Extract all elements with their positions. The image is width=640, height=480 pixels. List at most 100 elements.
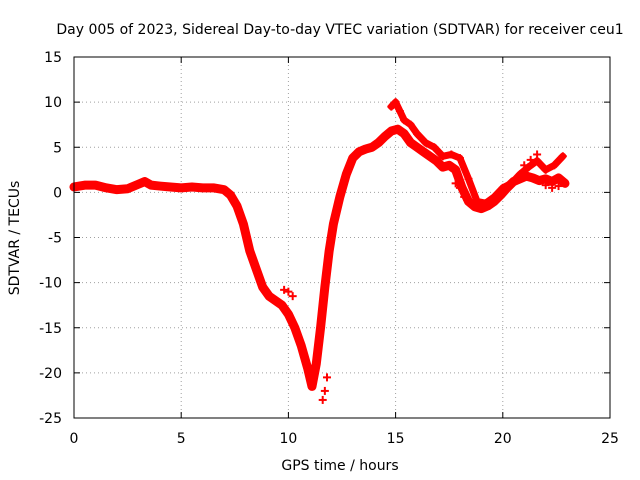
data-point — [284, 287, 293, 296]
y-tick-label: -20 — [39, 366, 62, 382]
data-point — [421, 138, 430, 147]
grid-layer — [74, 57, 610, 418]
data-point — [406, 120, 415, 129]
data-point — [477, 204, 486, 213]
data-point — [123, 184, 132, 193]
data-point — [455, 154, 464, 163]
y-tick-label: -25 — [39, 411, 62, 427]
data-point — [325, 247, 334, 256]
data-point — [277, 301, 286, 310]
data-point — [464, 197, 473, 206]
data-point — [535, 176, 544, 185]
data-point — [265, 292, 274, 301]
series-trace — [69, 124, 570, 391]
data-point — [387, 127, 396, 136]
data-point — [239, 219, 248, 228]
data-point — [303, 364, 312, 373]
data-point — [548, 183, 557, 192]
data-point — [554, 182, 563, 191]
data-point — [177, 183, 186, 192]
data-point — [329, 219, 338, 228]
data-point — [226, 191, 235, 200]
data-point — [280, 285, 289, 294]
data-point — [451, 165, 460, 174]
data-point — [395, 107, 404, 116]
data-point — [447, 150, 456, 159]
y-axis-label: SDTVAR / TECUs — [7, 181, 23, 296]
data-point — [438, 152, 447, 161]
x-tick-label: 25 — [601, 431, 619, 447]
data-point — [284, 310, 293, 319]
y-tick-label: 0 — [53, 185, 62, 201]
data-point — [406, 138, 415, 147]
data-point — [342, 170, 351, 179]
data-point — [554, 173, 563, 182]
data-point — [348, 154, 357, 163]
data-point — [432, 156, 441, 165]
data-point — [528, 173, 537, 182]
data-point — [112, 185, 121, 194]
data-point — [507, 179, 516, 188]
y-tick-label: -5 — [48, 231, 62, 247]
data-point — [473, 197, 482, 206]
data-point — [425, 152, 434, 161]
data-point — [316, 323, 325, 332]
data-point — [140, 177, 149, 186]
data-point — [312, 359, 321, 368]
data-point — [391, 98, 400, 107]
data-point — [515, 170, 524, 179]
data-point — [541, 165, 550, 174]
data-point — [490, 192, 499, 201]
data-point — [288, 292, 297, 301]
data-point — [419, 147, 428, 156]
data-point — [438, 163, 447, 172]
data-point — [455, 183, 464, 192]
data-point — [430, 143, 439, 152]
data-point — [541, 181, 550, 190]
data-point — [258, 283, 267, 292]
data-point — [187, 182, 196, 191]
data-point — [220, 185, 229, 194]
data-point — [400, 116, 409, 125]
data-point — [209, 183, 218, 192]
data-point — [102, 183, 111, 192]
x-tick-label: 20 — [494, 431, 512, 447]
data-point — [387, 102, 396, 111]
data-point — [297, 341, 306, 350]
data-point — [445, 161, 454, 170]
data-point — [252, 265, 261, 274]
data-point — [320, 386, 329, 395]
data-point — [560, 179, 569, 188]
data-point — [355, 147, 364, 156]
data-point — [380, 132, 389, 141]
x-tick-label: 10 — [279, 431, 297, 447]
data-point — [134, 180, 143, 189]
data-point — [464, 174, 473, 183]
y-tick-label: 10 — [44, 95, 62, 111]
data-point — [550, 161, 559, 170]
y-tick-label: 15 — [44, 50, 62, 66]
data-point — [232, 201, 241, 210]
y-tick-label: 5 — [53, 140, 62, 156]
data-point — [361, 145, 370, 154]
data-point — [271, 296, 280, 305]
data-point — [335, 192, 344, 201]
x-tick-label: 5 — [177, 431, 186, 447]
x-tick-label: 0 — [70, 431, 79, 447]
data-point — [393, 125, 402, 134]
data-point — [320, 283, 329, 292]
data-point — [524, 163, 533, 172]
data-point — [400, 129, 409, 138]
data-point — [498, 183, 507, 192]
data-point — [526, 155, 535, 164]
data-point — [80, 181, 89, 190]
x-axis-label: GPS time / hours — [281, 458, 398, 474]
data-point — [533, 150, 542, 159]
data-point — [368, 143, 377, 152]
data-point — [374, 138, 383, 147]
data-point — [413, 129, 422, 138]
data-point — [520, 161, 529, 170]
data-point — [290, 323, 299, 332]
data-point — [481, 199, 490, 208]
